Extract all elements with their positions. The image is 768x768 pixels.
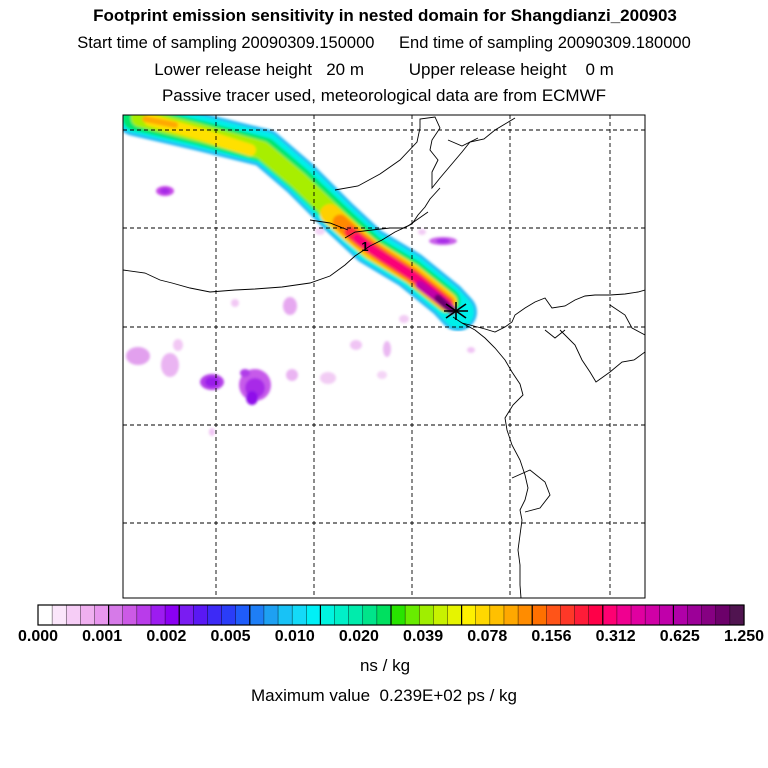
colorbar-swatch	[108, 605, 124, 625]
colorbar-swatch	[405, 605, 420, 625]
colorbar-tick-label: 0.002	[146, 628, 187, 645]
start-value: 20090309.150000	[241, 34, 375, 52]
colorbar-swatch	[52, 605, 67, 625]
colorbar-swatch	[447, 605, 463, 625]
colorbar-swatch	[376, 605, 392, 625]
colorbar-swatch	[503, 605, 519, 625]
colorbar-swatch	[560, 605, 576, 625]
colorbar-swatch	[249, 605, 265, 625]
colorbar-swatch	[348, 605, 364, 625]
colorbar-tick-label: 0.010	[274, 628, 315, 645]
colorbar-tick-label: 0.078	[467, 628, 508, 645]
sampling-times-line: Start time of sampling 20090309.150000 E…	[0, 34, 768, 53]
colorbar-swatch	[38, 605, 53, 625]
colorbar-tick-label: 0.156	[531, 628, 572, 645]
colorbar-swatch	[659, 605, 674, 625]
colorbar-swatch	[673, 605, 689, 625]
lower-height-value: 20 m	[326, 60, 364, 79]
colorbar-swatch	[94, 605, 110, 625]
colorbar-swatch	[574, 605, 590, 625]
start-label: Start time of sampling	[77, 34, 237, 52]
colorbar-swatch	[306, 605, 321, 625]
main-plume	[123, 115, 477, 331]
release-point-label: 1	[361, 239, 368, 254]
colorbar-swatch	[518, 605, 533, 625]
plume-field	[123, 115, 477, 436]
colorbar-tick-label: 0.312	[595, 628, 636, 645]
colorbar-swatch	[391, 605, 406, 625]
colorbar-ticks	[51, 605, 731, 625]
colorbar-swatch	[150, 605, 166, 625]
colorbar-swatch	[602, 605, 618, 625]
lower-height-label: Lower release height	[154, 60, 313, 79]
colorbar-tick-label: 0.625	[659, 628, 700, 645]
map-frame	[122, 114, 646, 599]
receptor-star-icon	[444, 302, 468, 320]
tracer-note: Passive tracer used, meteorological data…	[161, 86, 607, 105]
colorbar-swatch	[334, 605, 350, 625]
upper-height-label: Upper release height	[408, 60, 567, 79]
colorbar-swatch	[588, 605, 604, 625]
lat-lon-grid	[123, 115, 645, 598]
colorbar-swatch	[701, 605, 717, 625]
colorbar-tick-label: 0.000	[17, 628, 59, 645]
end-value: 20090309.180000	[557, 34, 691, 52]
colorbar-swatch	[546, 605, 562, 625]
upper-height-value: 0 m	[585, 60, 614, 79]
colorbar-swatch	[645, 605, 660, 625]
colorbar-swatch	[207, 605, 223, 625]
low-sensitivity-speckles	[126, 186, 475, 436]
coastlines	[123, 116, 645, 598]
colorbar-swatch	[136, 605, 152, 625]
colorbar	[38, 605, 745, 625]
colorbar-swatch	[616, 605, 632, 625]
colorbar-swatch	[122, 605, 138, 625]
colorbar-tick-label: 0.005	[210, 628, 251, 645]
colorbar-tick-label: 0.001	[82, 628, 123, 645]
colorbar-tick-label: 0.020	[338, 628, 379, 645]
colorbar-swatch	[179, 605, 194, 625]
unit-label: ns / kg	[359, 656, 411, 675]
colorbar-swatch	[631, 605, 646, 625]
colorbar-swatch	[165, 605, 180, 625]
max-label: Maximum value	[250, 686, 371, 705]
colorbar-swatch	[292, 605, 307, 625]
colorbar-swatch	[433, 605, 449, 625]
colorbar-swatch	[263, 605, 279, 625]
colorbar-swatch	[532, 605, 547, 625]
page-title: Footprint emission sensitivity in nested…	[93, 6, 677, 25]
colorbar-swatch	[419, 605, 434, 625]
colorbar-tick-label: 1.250	[723, 628, 765, 645]
colorbar-swatch	[66, 605, 81, 625]
colorbar-swatch	[193, 605, 209, 625]
maximum-value-line: Maximum value 0.239E+02 ps / kg	[0, 686, 768, 706]
colorbar-swatch	[475, 605, 491, 625]
colorbar-swatch	[221, 605, 237, 625]
release-heights-line: Lower release height 20 m Upper release …	[0, 60, 768, 80]
colorbar-tick-label: 0.039	[403, 628, 444, 645]
colorbar-tick-labels: 0.000 0.001 0.002 0.005 0.010 0.020 0.039 0.078…	[0, 628, 768, 650]
colorbar-swatch	[235, 605, 251, 625]
colorbar-swatch	[715, 605, 731, 625]
colorbar-swatch	[320, 605, 336, 625]
end-label: End time of sampling	[399, 34, 554, 52]
colorbar-swatch	[729, 605, 745, 625]
colorbar-swatch	[489, 605, 505, 625]
max-value: 0.239E+02 ps / kg	[379, 686, 518, 705]
colorbar-swatch	[80, 605, 96, 625]
colorbar-swatch	[687, 605, 703, 625]
colorbar-swatch	[278, 605, 293, 625]
colorbar-swatch	[461, 605, 477, 625]
colorbar-swatch	[362, 605, 378, 625]
